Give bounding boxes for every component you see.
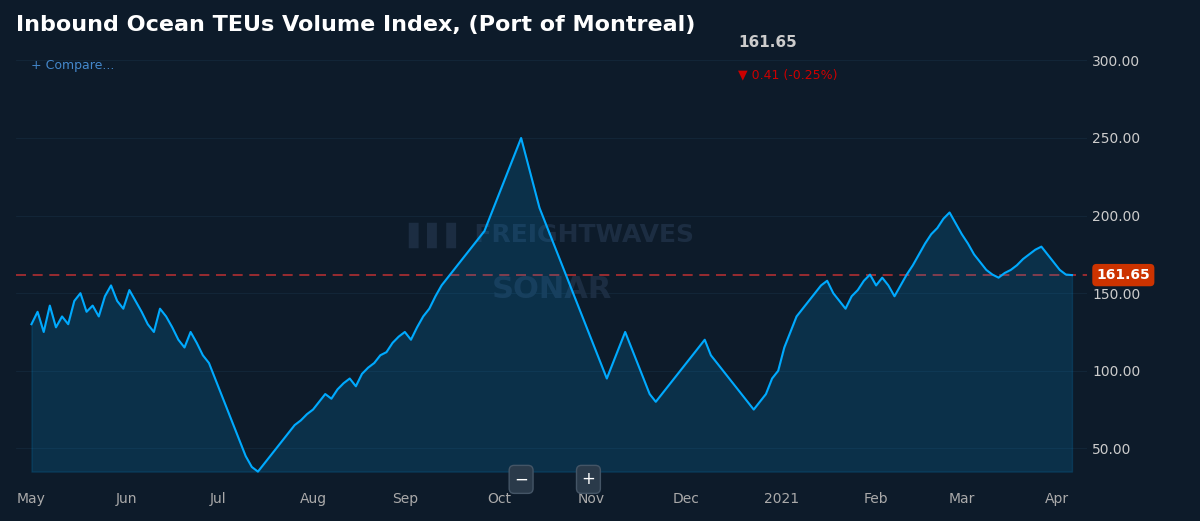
Text: SONAR: SONAR [492, 275, 612, 304]
Text: ▼ 0.41 (-0.25%): ▼ 0.41 (-0.25%) [738, 68, 838, 81]
Text: + Compare...: + Compare... [31, 59, 115, 72]
Text: −: − [514, 470, 528, 488]
Text: +: + [582, 470, 595, 488]
Text: 161.65: 161.65 [1097, 268, 1151, 282]
Text: ▌▌▌ FREIGHTWAVES: ▌▌▌ FREIGHTWAVES [409, 222, 695, 247]
Text: Inbound Ocean TEUs Volume Index, (Port of Montreal): Inbound Ocean TEUs Volume Index, (Port o… [16, 15, 696, 35]
Text: 161.65: 161.65 [738, 35, 797, 50]
